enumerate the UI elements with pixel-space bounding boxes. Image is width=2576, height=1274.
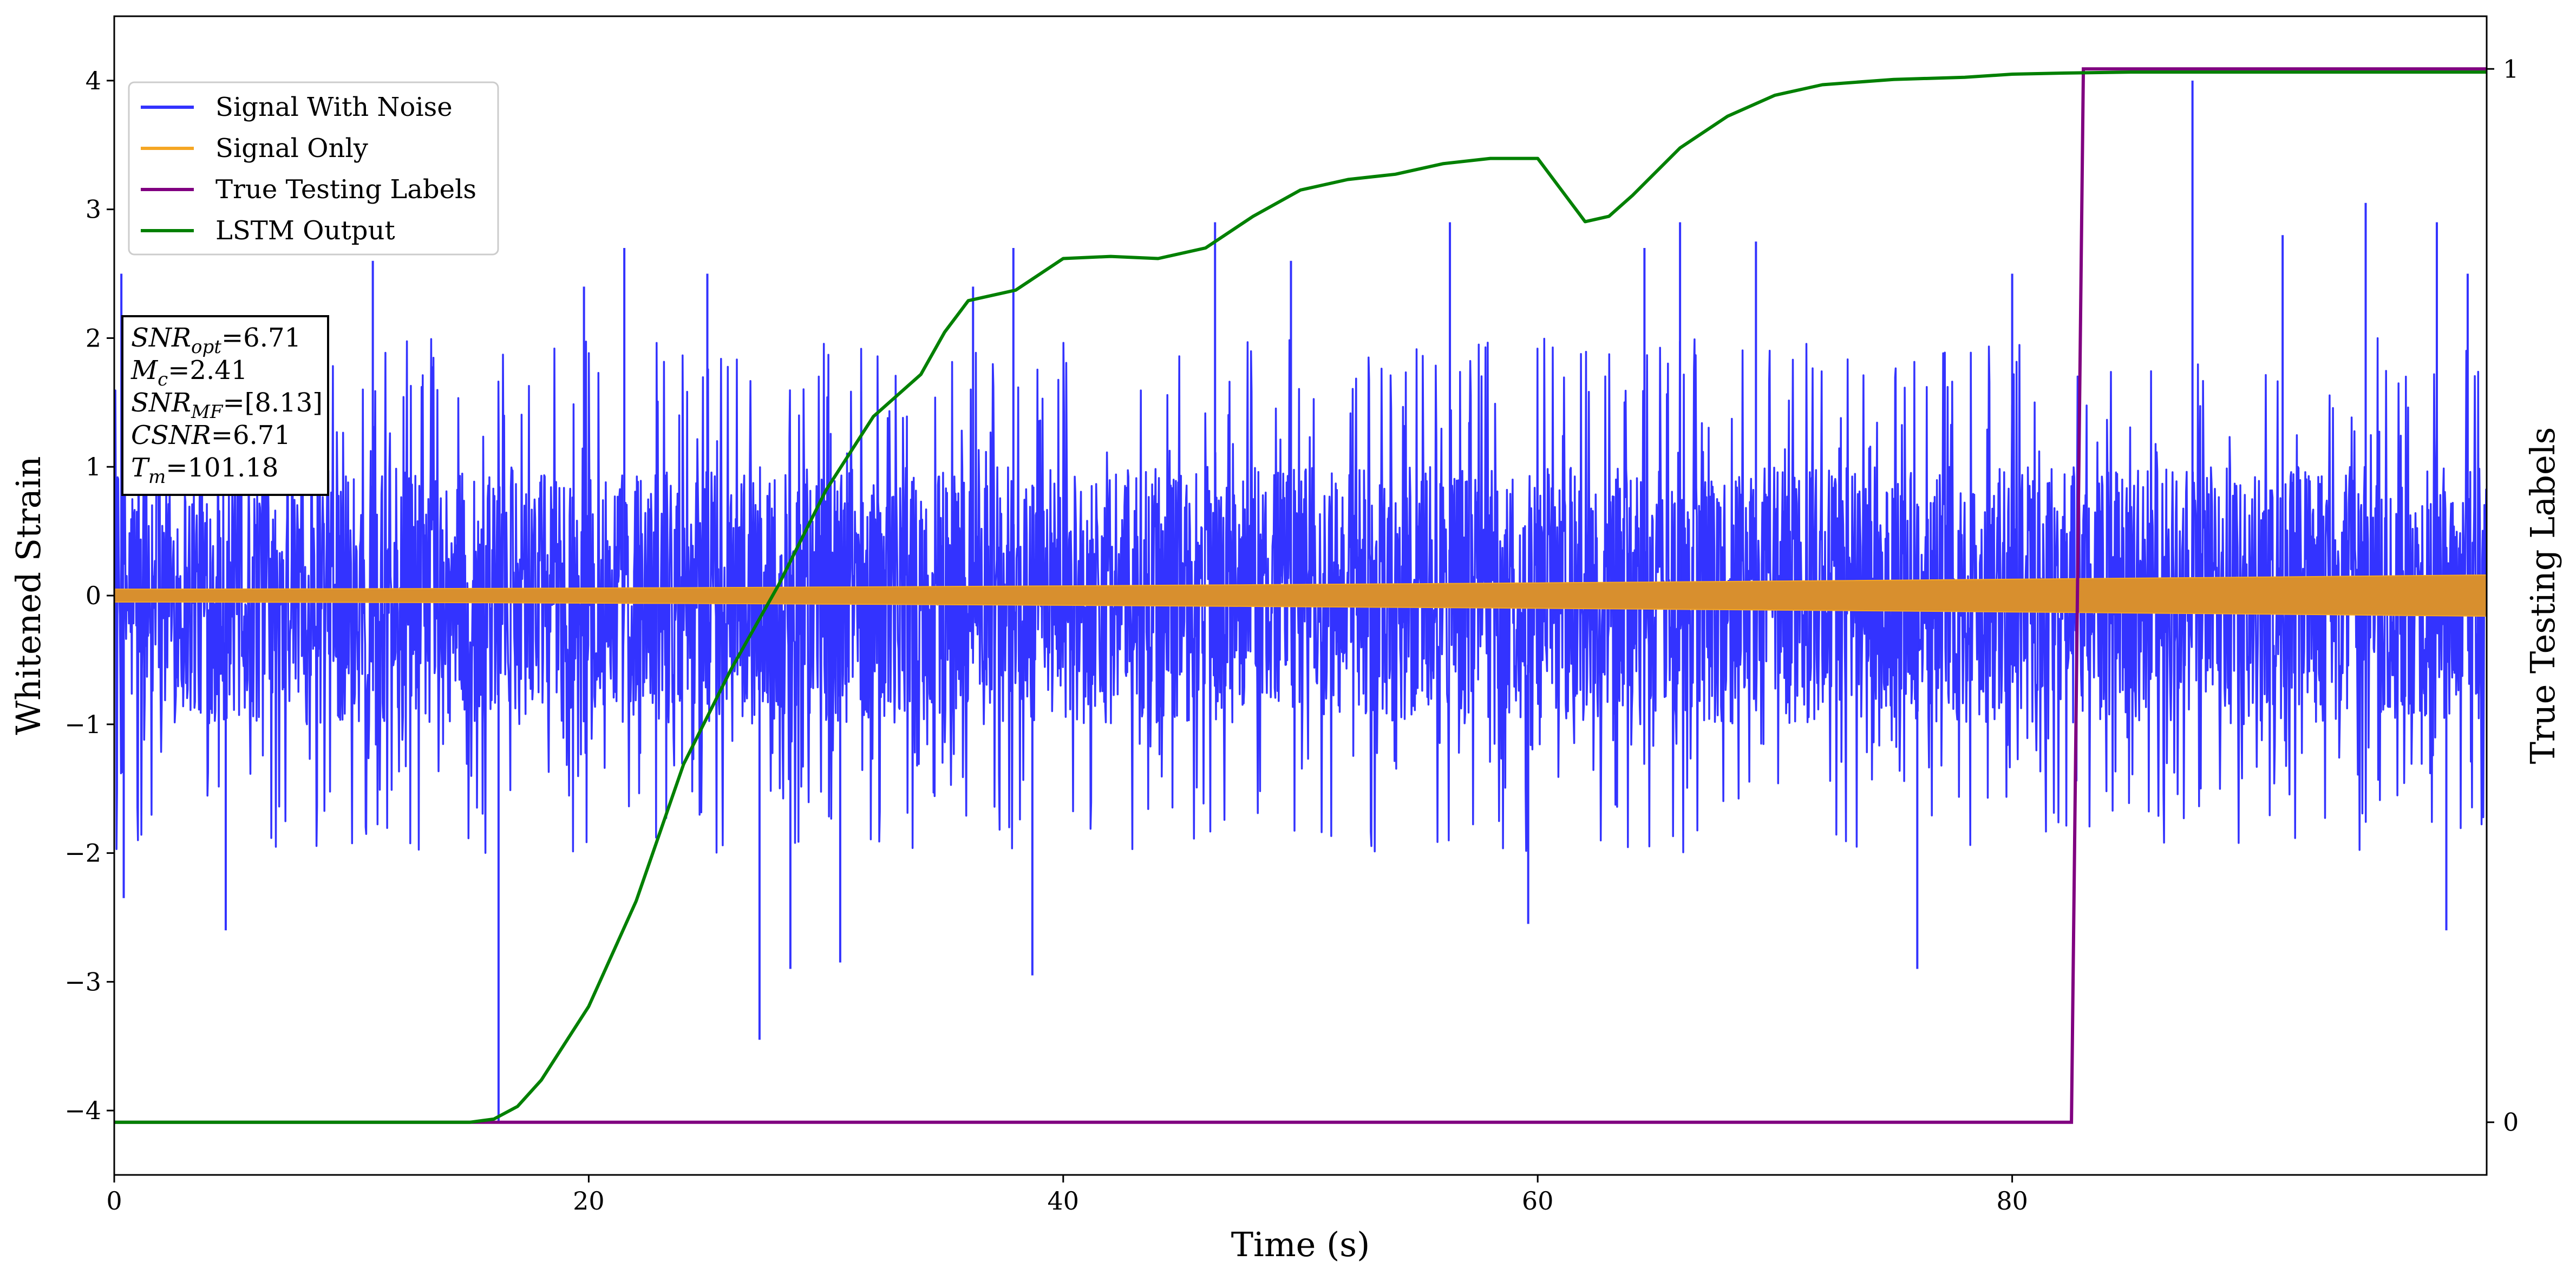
y2-tick-label: 1 xyxy=(2503,54,2519,83)
series-signal-only xyxy=(114,574,2487,617)
y-axis-title: Whitened Strain xyxy=(9,456,48,735)
plot-area xyxy=(114,67,2487,1124)
signal-noise-spikes xyxy=(120,80,2469,1123)
y2-tick-label: 0 xyxy=(2503,1108,2519,1137)
annotation-line: SNRMF=[8.13] xyxy=(131,388,323,423)
y-tick-label: −4 xyxy=(64,1096,101,1125)
legend-box xyxy=(128,81,499,256)
x-tick-label: 0 xyxy=(106,1186,122,1216)
x-tick-label: 80 xyxy=(1996,1186,2028,1216)
legend-label: LSTM Output xyxy=(215,215,395,246)
x-axis-title: Time (s) xyxy=(1231,1225,1370,1264)
y-tick-label: 3 xyxy=(86,195,101,224)
y-tick-label: 0 xyxy=(86,581,101,610)
annotation-box: SNRopt=6.71Mc=2.41SNRMF=[8.13]CSNR=6.71T… xyxy=(121,315,329,496)
y-tick-label: 2 xyxy=(86,323,101,352)
annotation-line: SNRopt=6.71 xyxy=(131,323,301,358)
y-tick-label: −3 xyxy=(64,967,101,996)
annotation-line: CSNR=6.71 xyxy=(131,420,291,450)
legend: Signal With Noise Signal Only True Testing… xyxy=(128,81,499,256)
x-tick-label: 40 xyxy=(1048,1186,1080,1216)
series-true-testing-labels xyxy=(114,67,2487,1124)
legend-label: Signal Only xyxy=(215,133,368,164)
annotation-line: Mc=2.41 xyxy=(130,355,247,390)
y-tick-label: −1 xyxy=(64,710,101,739)
annotation-frame xyxy=(121,315,329,496)
series-lstm-output xyxy=(114,70,2487,1124)
legend-label: True Testing Labels xyxy=(215,174,476,205)
y-tick-label: 4 xyxy=(86,66,101,95)
series-layer xyxy=(114,67,2487,1124)
annotation-line: Tm=101.18 xyxy=(131,453,278,488)
x-tick-label: 20 xyxy=(573,1186,605,1216)
legend-label: Signal With Noise xyxy=(215,92,453,122)
y-tick-label: −2 xyxy=(64,839,101,868)
x-tick-label: 60 xyxy=(1522,1186,1554,1216)
y-tick-label: 1 xyxy=(86,452,101,481)
y2-axis-title: True Testing Labels xyxy=(2523,427,2562,765)
